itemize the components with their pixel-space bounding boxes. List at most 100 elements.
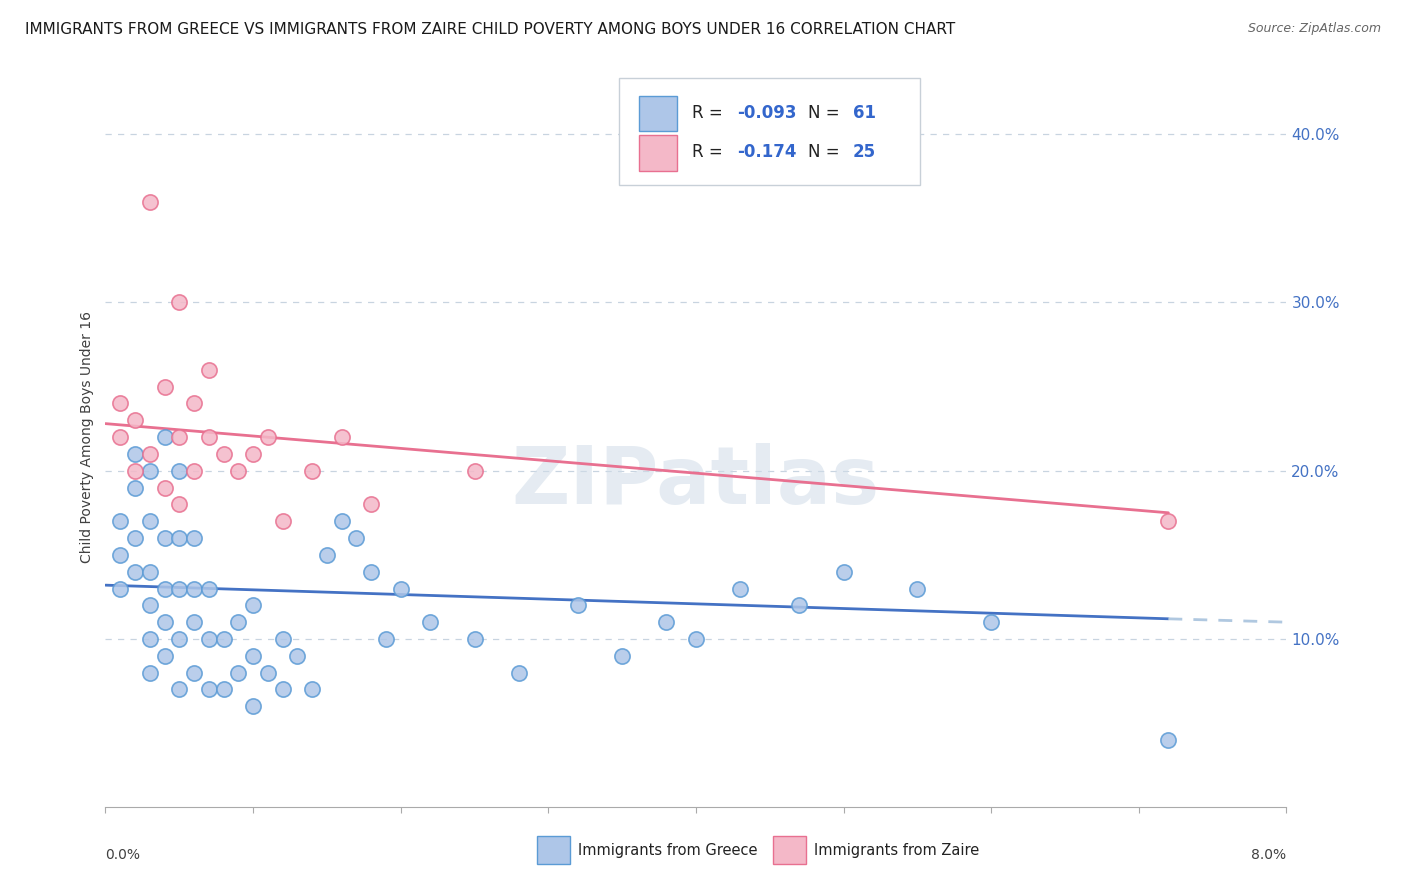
Point (257, 430, 280, 444)
Text: 0.0%: 0.0% (105, 848, 141, 862)
Point (787, 599, 810, 613)
Point (301, 464, 323, 478)
Point (183, 665, 205, 680)
Text: IMMIGRANTS FROM GREECE VS IMMIGRANTS FROM ZAIRE CHILD POVERTY AMONG BOYS UNDER 1: IMMIGRANTS FROM GREECE VS IMMIGRANTS FRO… (25, 22, 956, 37)
Text: ZIPatlas: ZIPatlas (512, 442, 880, 521)
Point (212, 682, 235, 697)
Text: R =: R = (692, 143, 728, 161)
Point (242, 699, 264, 714)
Point (301, 682, 323, 697)
Point (110, 396, 132, 410)
Point (242, 447, 264, 461)
Point (138, 565, 162, 579)
Point (138, 464, 162, 478)
Point (271, 632, 294, 646)
Text: N =: N = (808, 103, 845, 122)
Point (612, 648, 634, 663)
FancyBboxPatch shape (640, 95, 678, 131)
Point (124, 447, 146, 461)
Point (138, 632, 162, 646)
Point (271, 514, 294, 528)
Point (197, 682, 219, 697)
Point (169, 464, 191, 478)
Point (655, 615, 678, 630)
Point (169, 430, 191, 444)
Point (153, 648, 176, 663)
Point (685, 632, 707, 646)
Text: R =: R = (692, 103, 728, 122)
Text: N =: N = (808, 143, 845, 161)
Point (197, 632, 219, 646)
Text: 8.0%: 8.0% (1251, 848, 1286, 862)
Point (138, 599, 162, 613)
Point (110, 514, 132, 528)
Point (169, 632, 191, 646)
Text: -0.174: -0.174 (737, 143, 797, 161)
Point (212, 632, 235, 646)
Point (567, 599, 589, 613)
Point (228, 615, 250, 630)
Y-axis label: Child Poverty Among Boys Under 16: Child Poverty Among Boys Under 16 (80, 311, 94, 563)
Text: -0.093: -0.093 (737, 103, 797, 122)
Text: 61: 61 (853, 103, 876, 122)
Point (315, 548, 337, 562)
Point (138, 447, 162, 461)
Point (360, 497, 382, 511)
Point (419, 615, 441, 630)
Point (183, 396, 205, 410)
Point (169, 531, 191, 545)
Point (138, 514, 162, 528)
Point (110, 582, 132, 596)
Point (153, 379, 176, 393)
Point (124, 531, 146, 545)
Point (183, 615, 205, 630)
Point (169, 295, 191, 310)
Point (183, 582, 205, 596)
Point (138, 665, 162, 680)
Point (110, 548, 132, 562)
Point (287, 648, 309, 663)
Point (183, 531, 205, 545)
Point (374, 632, 398, 646)
FancyBboxPatch shape (773, 836, 806, 864)
Point (730, 582, 752, 596)
Point (110, 430, 132, 444)
Point (153, 430, 176, 444)
Point (183, 464, 205, 478)
FancyBboxPatch shape (537, 836, 569, 864)
Point (153, 615, 176, 630)
Point (980, 615, 1002, 630)
Point (330, 514, 353, 528)
Point (1157, 733, 1180, 747)
Point (153, 531, 176, 545)
Point (197, 430, 219, 444)
Point (138, 194, 162, 209)
Point (124, 565, 146, 579)
Point (124, 464, 146, 478)
Point (330, 430, 353, 444)
Text: Immigrants from Greece: Immigrants from Greece (578, 843, 758, 858)
Point (1157, 514, 1180, 528)
FancyBboxPatch shape (640, 135, 678, 170)
Point (124, 481, 146, 495)
Point (464, 632, 486, 646)
Point (242, 599, 264, 613)
Point (389, 582, 412, 596)
Point (153, 582, 176, 596)
Point (271, 682, 294, 697)
Point (346, 531, 368, 545)
Point (242, 648, 264, 663)
Point (907, 582, 929, 596)
Point (212, 447, 235, 461)
Point (228, 665, 250, 680)
Point (257, 665, 280, 680)
FancyBboxPatch shape (619, 78, 921, 186)
Point (360, 565, 382, 579)
Point (197, 363, 219, 377)
Point (169, 497, 191, 511)
Point (508, 665, 530, 680)
Point (197, 582, 219, 596)
Text: Immigrants from Zaire: Immigrants from Zaire (814, 843, 980, 858)
Point (228, 464, 250, 478)
Point (832, 565, 855, 579)
